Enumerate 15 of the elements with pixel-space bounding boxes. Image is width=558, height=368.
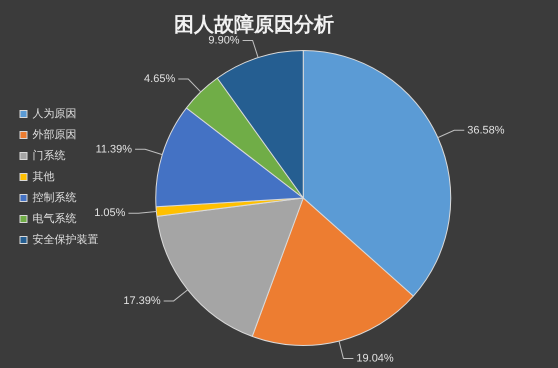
data-label: 4.65%: [144, 73, 176, 85]
chart-title: 困人故障原因分析: [174, 12, 334, 36]
data-label: 9.90%: [208, 34, 240, 46]
legend-label: 安全保护装置: [32, 232, 98, 246]
data-label: 36.58%: [467, 124, 505, 136]
data-label: 17.39%: [123, 294, 161, 307]
data-label: 1.05%: [94, 207, 126, 220]
legend-label: 控制系统: [32, 190, 76, 204]
legend-label: 人为原因: [32, 106, 76, 120]
legend-label: 其他: [32, 170, 54, 183]
legend-label: 门系统: [32, 148, 66, 162]
legend-label: 电气系统: [32, 212, 76, 225]
legend-label: 外部原因: [32, 128, 76, 141]
data-label: 19.04%: [356, 352, 394, 365]
data-label: 11.39%: [96, 143, 132, 156]
